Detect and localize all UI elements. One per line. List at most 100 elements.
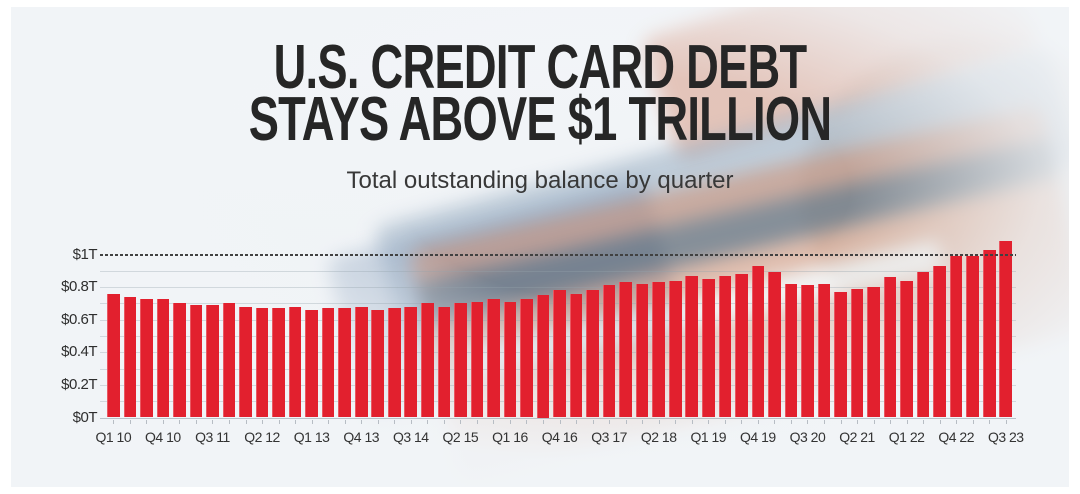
x-tick-label-q3-14: Q3 14 bbox=[392, 429, 429, 445]
bar-q3-15 bbox=[470, 301, 484, 418]
x-tick-mark bbox=[774, 419, 776, 424]
x-tick-mark bbox=[592, 419, 594, 424]
x-tick-mark bbox=[972, 419, 974, 424]
x-tick-label-q3-11: Q3 11 bbox=[195, 429, 230, 445]
x-tick-label-q4-13: Q4 13 bbox=[343, 429, 380, 445]
x-tick-mark bbox=[129, 419, 131, 424]
x-tick-mark bbox=[262, 419, 264, 424]
x-tick-label-q1-10: Q1 10 bbox=[95, 429, 132, 445]
bar-q1-13 bbox=[305, 309, 318, 418]
x-tick-mark bbox=[476, 419, 478, 424]
gridline-0.9t bbox=[100, 270, 1016, 272]
title-line-2: STAYS ABOVE $1 TRILLION bbox=[248, 85, 832, 154]
x-tick-mark bbox=[493, 419, 495, 424]
bar-q2-12 bbox=[255, 308, 269, 418]
y-axis-label-0t: $0T bbox=[72, 408, 98, 426]
x-tick-mark bbox=[724, 419, 726, 424]
x-tick-mark bbox=[146, 419, 148, 424]
bar-q2-20 bbox=[784, 283, 798, 418]
x-tick-mark bbox=[609, 419, 611, 424]
x-tick-mark bbox=[642, 419, 644, 424]
bar-q3-16 bbox=[536, 295, 550, 418]
bar-q4-16 bbox=[553, 290, 566, 418]
x-tick-mark bbox=[295, 419, 297, 424]
bar-q2-19 bbox=[718, 275, 732, 418]
y-axis-label-0.6t: $0.6T bbox=[61, 310, 97, 328]
x-tick-mark bbox=[576, 419, 578, 424]
x-tick-label-q4-10: Q4 10 bbox=[145, 429, 181, 445]
bar-q4-21 bbox=[883, 277, 897, 418]
x-tick-mark bbox=[658, 419, 660, 424]
gridline-0.8t bbox=[100, 287, 1016, 289]
x-axis-baseline bbox=[100, 417, 1016, 419]
bar-q3-18 bbox=[668, 280, 682, 418]
bar-q4-10 bbox=[156, 298, 170, 418]
x-tick-mark bbox=[956, 419, 958, 424]
x-tick-mark bbox=[361, 419, 363, 424]
bar-q2-10 bbox=[123, 296, 137, 418]
bar-q3-20 bbox=[801, 285, 814, 418]
x-tick-mark bbox=[543, 419, 544, 424]
x-tick-label-q4-22: Q4 22 bbox=[938, 429, 974, 445]
x-tick-mark bbox=[278, 419, 280, 424]
bar-q1-23 bbox=[966, 256, 979, 418]
y-axis-label-0.2t: $0.2T bbox=[61, 375, 97, 393]
x-tick-label-q3-23: Q3 23 bbox=[987, 429, 1024, 445]
y-axis-label-0.4t: $0.4T bbox=[61, 343, 97, 361]
bar-q3-10 bbox=[140, 298, 153, 418]
bar-q1-17 bbox=[569, 293, 583, 418]
x-tick-mark bbox=[394, 419, 396, 424]
bar-q2-21 bbox=[850, 288, 864, 418]
y-axis-label-0.8t: $0.8T bbox=[61, 278, 97, 296]
x-tick-mark bbox=[344, 419, 346, 424]
bar-q4-11 bbox=[222, 303, 236, 418]
bar-q3-21 bbox=[867, 287, 880, 418]
x-tick-label-q4-16: Q4 16 bbox=[541, 429, 578, 445]
x-tick-mark bbox=[509, 419, 511, 424]
bar-q1-20 bbox=[768, 272, 781, 418]
x-tick-mark bbox=[741, 419, 743, 424]
x-tick-label-q2-12: Q2 12 bbox=[244, 429, 280, 445]
bar-q2-17 bbox=[586, 290, 599, 418]
x-tick-mark bbox=[923, 419, 925, 424]
bar-q3-17 bbox=[602, 285, 616, 418]
bar-q2-14 bbox=[387, 308, 401, 418]
chart-subtitle: Total outstanding balance by quarter bbox=[346, 167, 734, 194]
x-tick-label-q2-18: Q2 18 bbox=[640, 429, 677, 445]
bar-q1-21 bbox=[834, 291, 847, 418]
x-tick-mark bbox=[757, 419, 759, 424]
x-tick-mark bbox=[427, 419, 429, 424]
bar-q3-23 bbox=[999, 241, 1013, 418]
bar-q2-15 bbox=[454, 303, 467, 418]
bar-q1-12 bbox=[239, 306, 252, 418]
x-tick-mark bbox=[823, 419, 825, 424]
page-title: U.S. CREDIT CARD DEBT STAYS ABOVE $1 TRI… bbox=[0, 37, 1080, 154]
bar-q1-15 bbox=[437, 306, 451, 418]
x-tick-mark bbox=[708, 419, 710, 424]
x-tick-mark bbox=[675, 419, 677, 424]
x-tick-mark bbox=[840, 419, 842, 424]
x-tick-mark bbox=[559, 419, 561, 424]
bar-q1-14 bbox=[371, 309, 385, 418]
bar-q1-18 bbox=[635, 283, 649, 418]
x-tick-mark bbox=[410, 419, 412, 424]
x-tick-mark bbox=[113, 419, 115, 424]
bar-q4-15 bbox=[487, 298, 500, 418]
x-tick-mark bbox=[890, 419, 892, 424]
x-tick-mark bbox=[443, 419, 445, 424]
bar-q3-22 bbox=[933, 265, 946, 418]
bar-q4-22 bbox=[949, 256, 963, 418]
x-tick-label-q1-19: Q1 19 bbox=[690, 429, 727, 445]
bar-q2-22 bbox=[916, 272, 930, 418]
x-tick-mark bbox=[857, 419, 859, 424]
x-tick-mark bbox=[311, 419, 313, 424]
x-tick-mark bbox=[625, 419, 627, 424]
bar-q4-20 bbox=[817, 283, 831, 418]
x-tick-mark bbox=[195, 419, 197, 424]
bar-q4-13 bbox=[354, 306, 368, 418]
bar-q3-19 bbox=[735, 274, 748, 418]
x-tick-mark bbox=[790, 419, 792, 424]
x-tick-mark bbox=[989, 419, 991, 424]
bar-q3-11 bbox=[206, 305, 219, 418]
x-tick-mark bbox=[228, 419, 230, 424]
